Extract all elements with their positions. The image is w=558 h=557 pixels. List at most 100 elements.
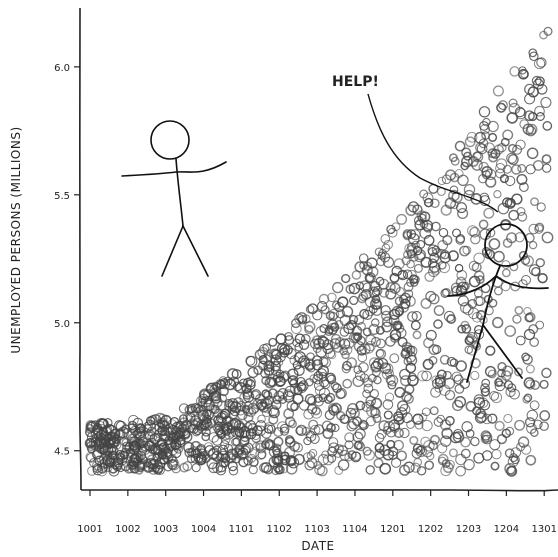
data-point (370, 360, 382, 372)
data-point (203, 414, 212, 424)
data-point (481, 431, 493, 443)
data-point (219, 377, 229, 387)
data-point (475, 142, 486, 153)
data-point (393, 258, 405, 270)
data-point (348, 314, 359, 325)
data-point (245, 355, 258, 368)
data-point (485, 176, 497, 188)
data-point (532, 419, 543, 430)
data-point (381, 316, 393, 328)
data-point (517, 211, 528, 222)
data-point (327, 446, 338, 457)
data-point (365, 465, 375, 475)
data-point (490, 148, 501, 159)
data-point (501, 260, 511, 269)
data-point (237, 428, 248, 439)
data-point (460, 161, 470, 171)
data-point (515, 335, 526, 346)
data-point (327, 350, 337, 360)
data-point (425, 329, 437, 341)
data-point (434, 384, 443, 393)
data-point (487, 413, 498, 424)
y-tick-label: 6.0 (54, 63, 70, 74)
data-point (509, 453, 519, 463)
data-point (369, 388, 380, 399)
x-tick-label: 1102 (267, 524, 292, 535)
data-point (455, 360, 468, 372)
data-point (518, 68, 529, 80)
data-point (499, 174, 509, 184)
data-point (132, 417, 144, 429)
data-point (531, 75, 542, 86)
data-point (271, 466, 281, 476)
data-point (452, 228, 461, 238)
data-point (370, 336, 381, 347)
data-point (258, 402, 269, 413)
data-point (359, 308, 370, 320)
data-point (448, 189, 460, 202)
data-point (539, 421, 549, 432)
data-point (441, 427, 453, 440)
data-point (478, 106, 491, 118)
data-point (509, 66, 520, 77)
data-point (453, 374, 464, 385)
data-point (384, 392, 395, 402)
data-point (496, 102, 507, 113)
data-point (135, 441, 145, 450)
data-point (510, 455, 520, 465)
data-point (539, 379, 549, 389)
data-point (414, 420, 424, 430)
data-point (254, 393, 266, 405)
data-point (115, 420, 127, 432)
data-point (339, 414, 350, 424)
data-point (374, 448, 385, 459)
data-point (424, 271, 435, 282)
data-point (134, 465, 144, 475)
data-point (380, 305, 391, 316)
data-point (459, 302, 472, 314)
data-point (467, 156, 479, 167)
data-point (310, 407, 323, 419)
data-point (540, 96, 552, 109)
data-point (437, 453, 449, 465)
data-point (403, 250, 412, 260)
data-point (454, 140, 466, 152)
data-point (489, 390, 500, 401)
data-point (445, 459, 455, 470)
data-point (300, 334, 311, 344)
data-point (515, 139, 526, 150)
data-point (276, 421, 288, 433)
data-point (455, 453, 467, 466)
data-point (383, 420, 396, 433)
data-point (257, 414, 266, 424)
data-point (227, 398, 239, 410)
data-point (399, 427, 410, 439)
data-point (186, 404, 196, 413)
data-point (217, 400, 228, 411)
data-point (429, 406, 439, 416)
data-point (359, 343, 371, 355)
data-point (284, 385, 296, 397)
data-point (205, 384, 216, 395)
data-point (337, 296, 349, 308)
data-point (322, 454, 334, 466)
data-point (428, 344, 440, 356)
data-point (497, 368, 506, 378)
stick-figure-buried (447, 223, 549, 383)
data-point (535, 257, 546, 268)
data-point (426, 451, 435, 461)
data-point (357, 321, 366, 331)
data-point (307, 303, 319, 315)
data-point (186, 406, 198, 417)
y-tick-label: 5.5 (54, 191, 70, 202)
data-point (509, 262, 519, 272)
data-point (129, 440, 139, 451)
data-point (479, 195, 491, 206)
data-point (506, 465, 518, 477)
data-point (528, 223, 539, 235)
data-point (494, 420, 505, 432)
x-tick-label: 1201 (380, 524, 405, 535)
data-point (373, 458, 384, 469)
data-point (406, 249, 417, 259)
data-point (306, 352, 315, 362)
